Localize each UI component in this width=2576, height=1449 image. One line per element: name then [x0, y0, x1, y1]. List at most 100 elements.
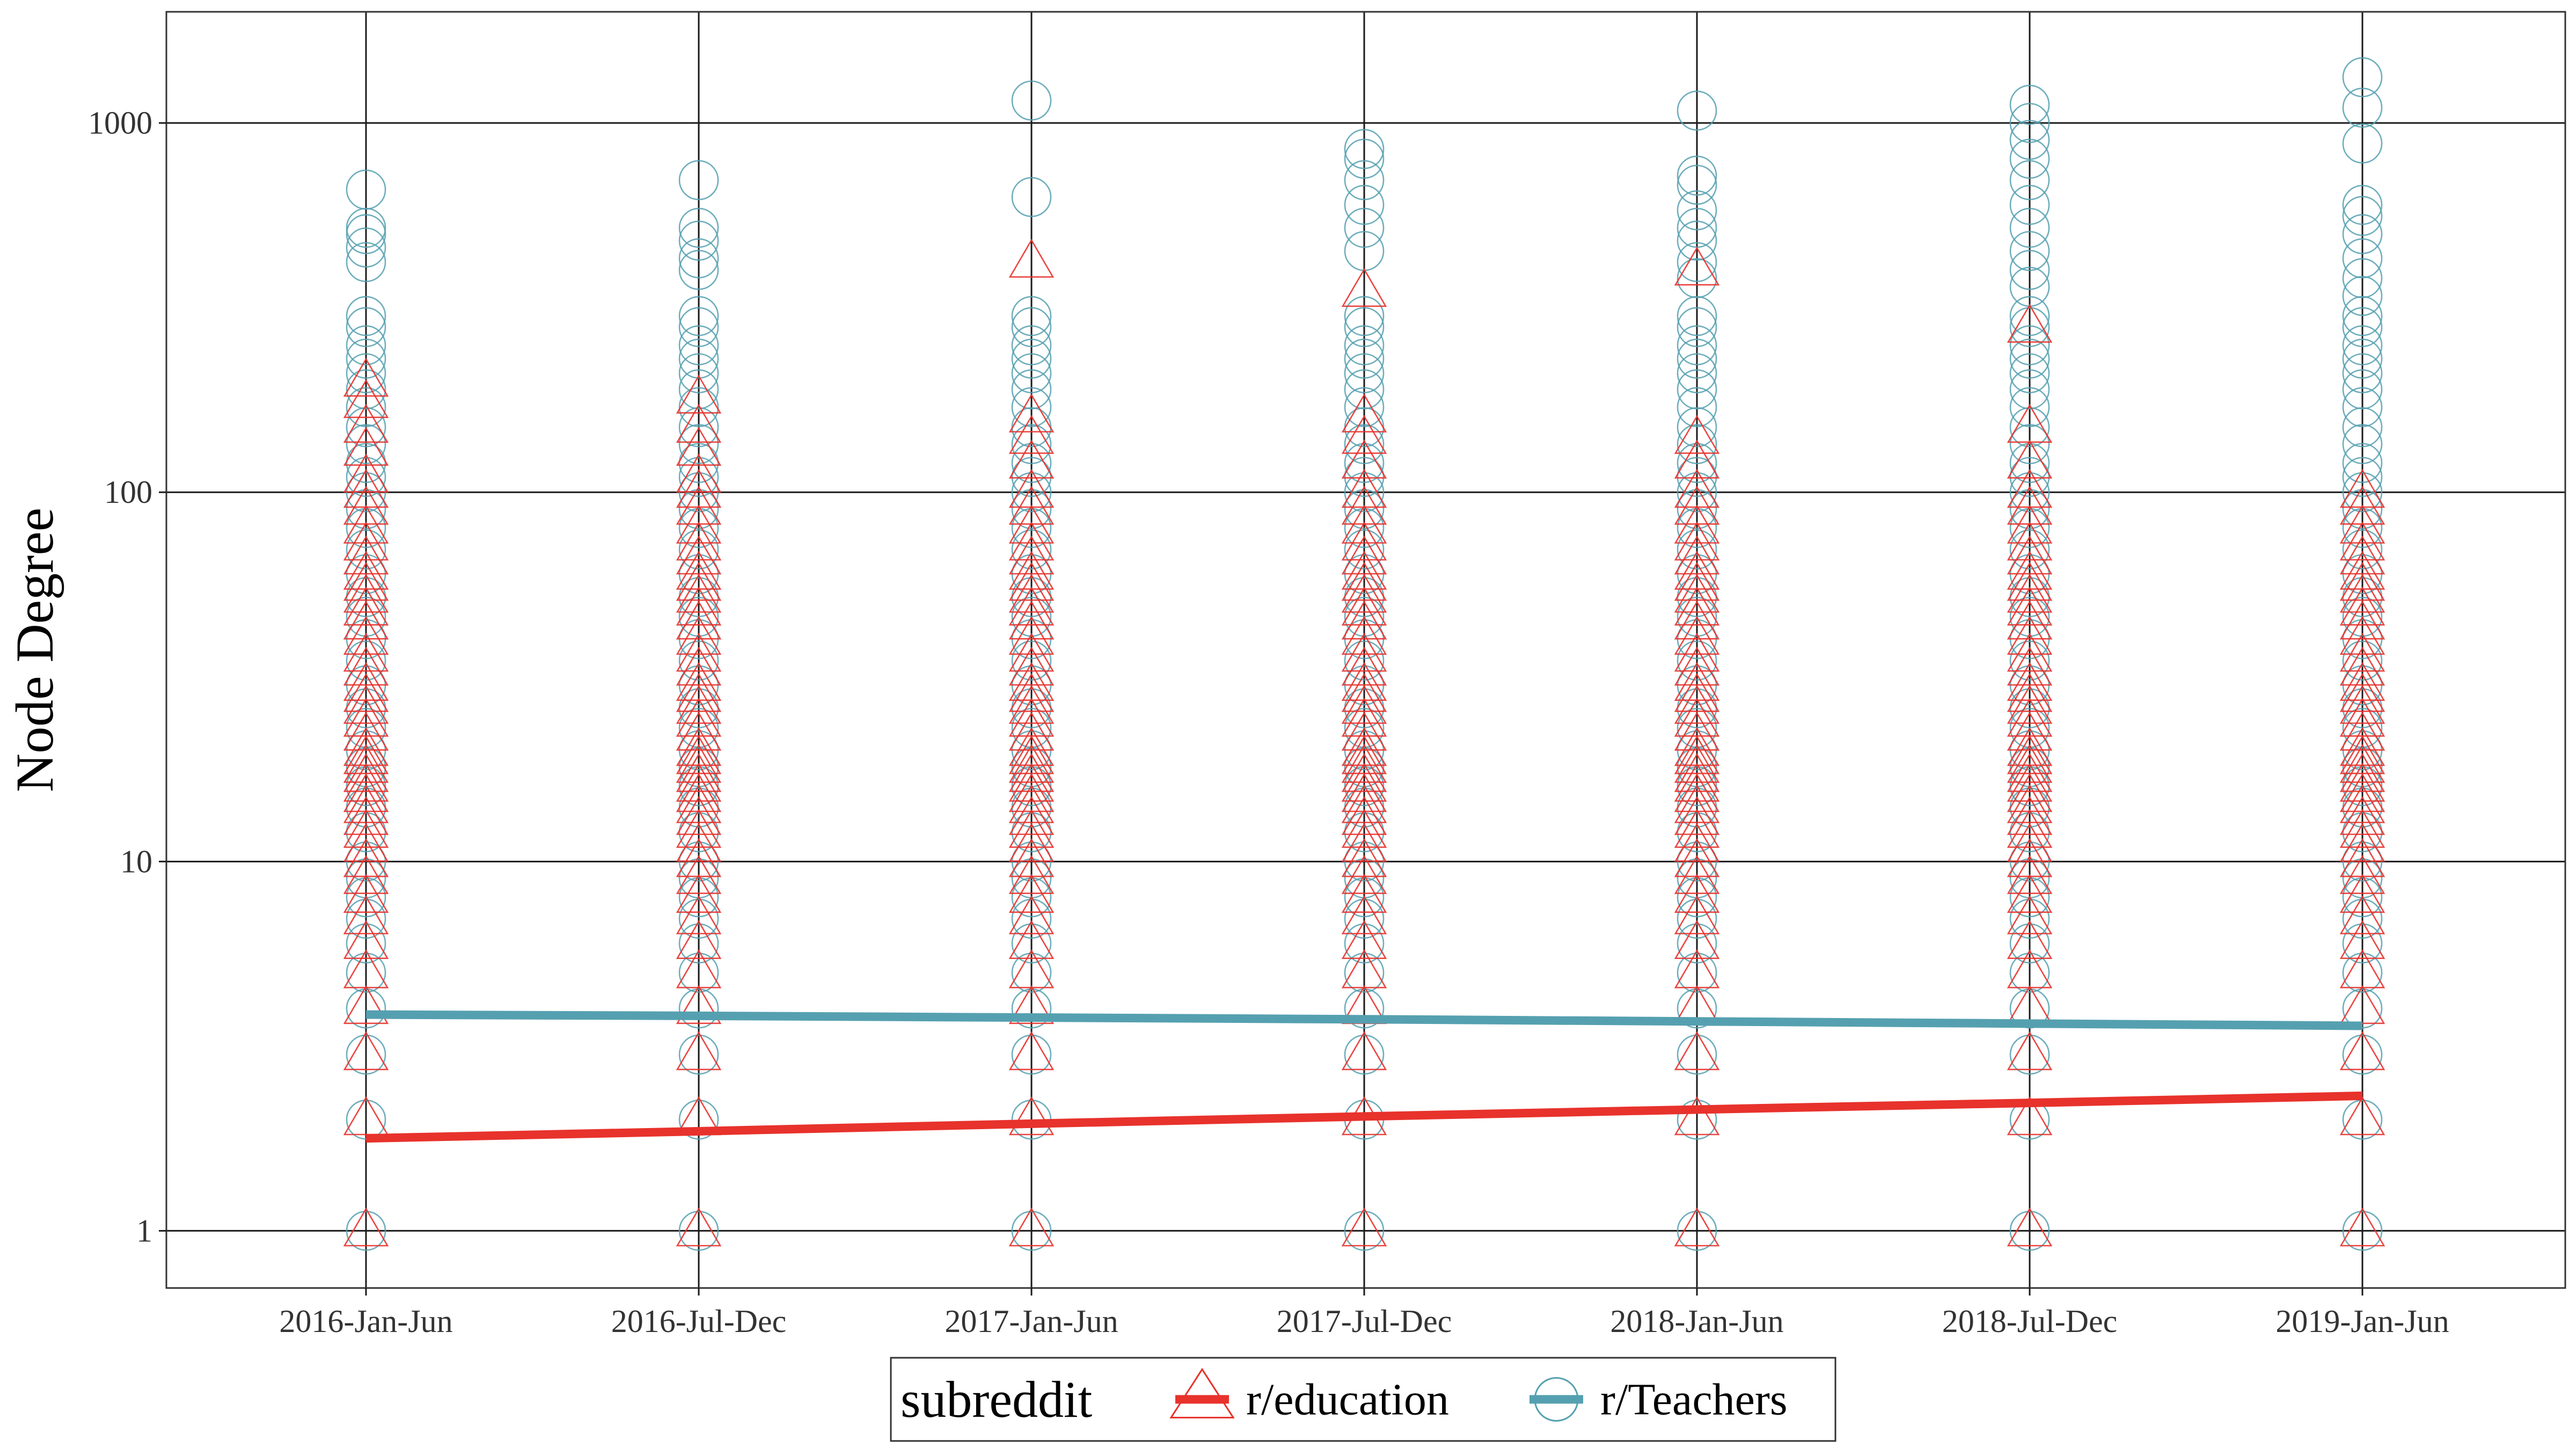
teachers-point	[2342, 953, 2383, 993]
teachers-point	[2009, 103, 2050, 143]
education-point	[1008, 535, 1055, 575]
education-point	[676, 712, 722, 751]
education-point	[343, 823, 389, 862]
education-point	[2339, 616, 2385, 655]
teachers-point	[2342, 923, 2383, 964]
x-tick-labels: 2016-Jan-Jun 2016-Jul-Dec 2017-Jan-Jun 2017…	[279, 1288, 2449, 1339]
teachers-point	[1344, 369, 1385, 409]
teachers-point	[346, 923, 386, 964]
education-point	[2339, 647, 2385, 686]
teachers-point	[2342, 1034, 2383, 1075]
education-point	[343, 551, 389, 590]
education-point	[1008, 601, 1055, 640]
teachers-point	[1011, 812, 1052, 853]
teachers-point	[2342, 640, 2383, 681]
teachers-point	[346, 387, 386, 427]
education-point	[2007, 551, 2053, 590]
teachers-point	[1677, 1099, 1717, 1140]
teachers-trend-line	[365, 1010, 2363, 1030]
education-point	[1008, 440, 1055, 479]
education-point	[2339, 809, 2385, 848]
education-point	[1341, 823, 1387, 862]
education-point	[2007, 823, 2053, 862]
teachers-point	[1344, 424, 1385, 464]
teachers-point	[346, 214, 386, 254]
teachers-point	[678, 489, 719, 530]
education-point	[1674, 698, 1720, 737]
education-point	[1674, 1207, 1720, 1247]
education-point	[343, 773, 389, 813]
education-point	[1008, 895, 1055, 934]
education-point	[1341, 647, 1387, 686]
education-point	[2339, 561, 2385, 601]
teachers-point	[1344, 1034, 1385, 1075]
education-point	[1674, 727, 1720, 766]
education-point	[1341, 673, 1387, 712]
education-point	[676, 561, 722, 601]
education-point	[676, 796, 722, 835]
education-point	[2339, 469, 2385, 508]
education-point	[2339, 823, 2385, 862]
education-point	[1674, 587, 1720, 626]
education-point	[2339, 735, 2385, 774]
education-point	[676, 427, 722, 466]
education-point	[343, 855, 389, 894]
education-point	[1008, 784, 1055, 823]
teachers-point	[346, 353, 386, 393]
teachers-point	[346, 898, 386, 939]
education-point	[2339, 521, 2385, 561]
teachers-point	[2342, 123, 2383, 164]
teachers-point	[1011, 953, 1052, 993]
education-point	[1008, 521, 1055, 561]
education-point	[343, 1031, 389, 1071]
teachers-point	[678, 1034, 719, 1075]
teachers-point	[1011, 177, 1052, 217]
education-point	[676, 469, 722, 508]
teachers-point	[1011, 877, 1052, 918]
y-tick-label: 1000	[88, 105, 152, 141]
education-point	[1008, 735, 1055, 774]
education-point	[1008, 469, 1055, 508]
teachers-point	[346, 877, 386, 918]
education-point	[676, 647, 722, 686]
education-point	[1008, 796, 1055, 835]
education-point	[1008, 633, 1055, 672]
teachers-point	[1344, 472, 1385, 513]
teachers-point	[1677, 953, 1717, 993]
education-point	[2339, 784, 2385, 823]
education-point	[1008, 920, 1055, 959]
teachers-point	[2342, 325, 2383, 365]
education-point	[2007, 855, 2053, 894]
education-point	[2007, 1207, 2053, 1247]
education-point	[1341, 895, 1387, 934]
teachers-point	[678, 238, 719, 279]
teachers-point	[678, 296, 719, 336]
teachers-point	[1677, 353, 1717, 393]
education-point	[676, 744, 722, 783]
education-point	[2007, 616, 2053, 655]
teachers-point	[2342, 258, 2383, 298]
education-point	[343, 985, 389, 1024]
teachers-point	[1677, 472, 1717, 513]
teachers-point	[2342, 185, 2383, 225]
education-point	[2339, 920, 2385, 959]
teachers-point	[2342, 489, 2383, 530]
teachers-point	[2342, 369, 2383, 409]
education-point	[2007, 1031, 2053, 1071]
education-point	[1341, 1031, 1387, 1071]
education-point	[676, 633, 722, 672]
education-point	[343, 698, 389, 737]
teachers-point	[1677, 165, 1717, 205]
education-point	[2339, 744, 2385, 783]
education-point	[1008, 712, 1055, 751]
education-point	[343, 379, 389, 419]
teachers-point	[678, 457, 719, 497]
education-point	[1674, 633, 1720, 672]
education-point	[1674, 616, 1720, 655]
teachers-point	[1011, 766, 1052, 807]
education-point	[2007, 601, 2053, 640]
education-point	[2007, 744, 2053, 783]
education-point	[343, 561, 389, 601]
education-point	[1674, 949, 1720, 989]
